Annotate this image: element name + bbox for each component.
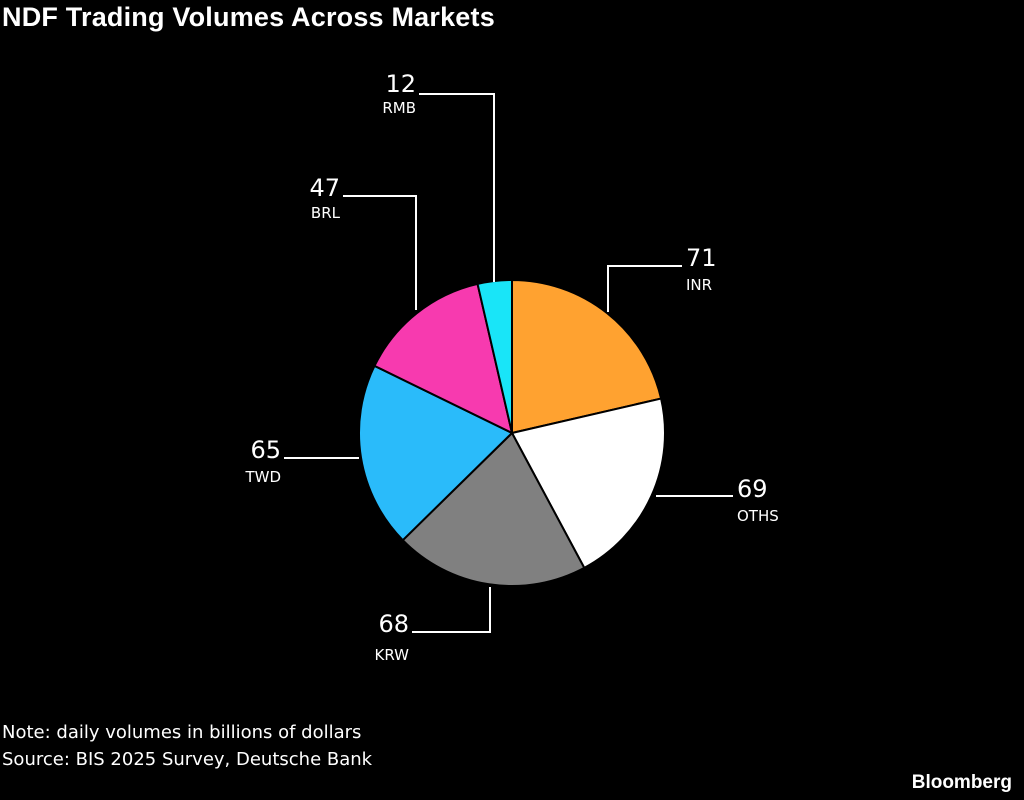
leader-lines: [284, 93, 733, 633]
category-label-twd: TWD: [244, 468, 281, 486]
value-label-oths: 69: [737, 475, 768, 503]
leader-line-inr: [607, 265, 682, 312]
value-label-brl: 47: [309, 174, 340, 202]
category-label-inr: INR: [686, 276, 712, 294]
leader-line-rmb: [419, 93, 495, 282]
value-label-krw: 68: [378, 610, 409, 638]
value-label-rmb: 12: [385, 70, 416, 98]
category-label-rmb: RMB: [382, 99, 416, 117]
pie-slice-oths: [510, 397, 666, 570]
pie-slices: [357, 278, 666, 587]
pie-slice-twd: [357, 364, 514, 542]
value-label-twd: 65: [250, 436, 281, 464]
leader-line-krw: [412, 587, 491, 633]
category-label-krw: KRW: [375, 646, 410, 664]
chart-note: Note: daily volumes in billions of dolla…: [2, 722, 362, 743]
category-label-oths: OTHS: [737, 507, 779, 525]
bloomberg-logo: Bloomberg: [911, 772, 1012, 793]
value-label-inr: 71: [686, 244, 717, 272]
chart-title: NDF Trading Volumes Across Markets: [2, 2, 495, 32]
pie-slice-inr: [511, 278, 663, 435]
pie-slice-krw: [401, 431, 586, 587]
category-label-brl: BRL: [311, 204, 341, 222]
chart-source: Source: BIS 2025 Survey, Deutsche Bank: [2, 749, 373, 770]
pie-slice-brl: [373, 282, 514, 435]
leader-line-brl: [343, 195, 417, 310]
